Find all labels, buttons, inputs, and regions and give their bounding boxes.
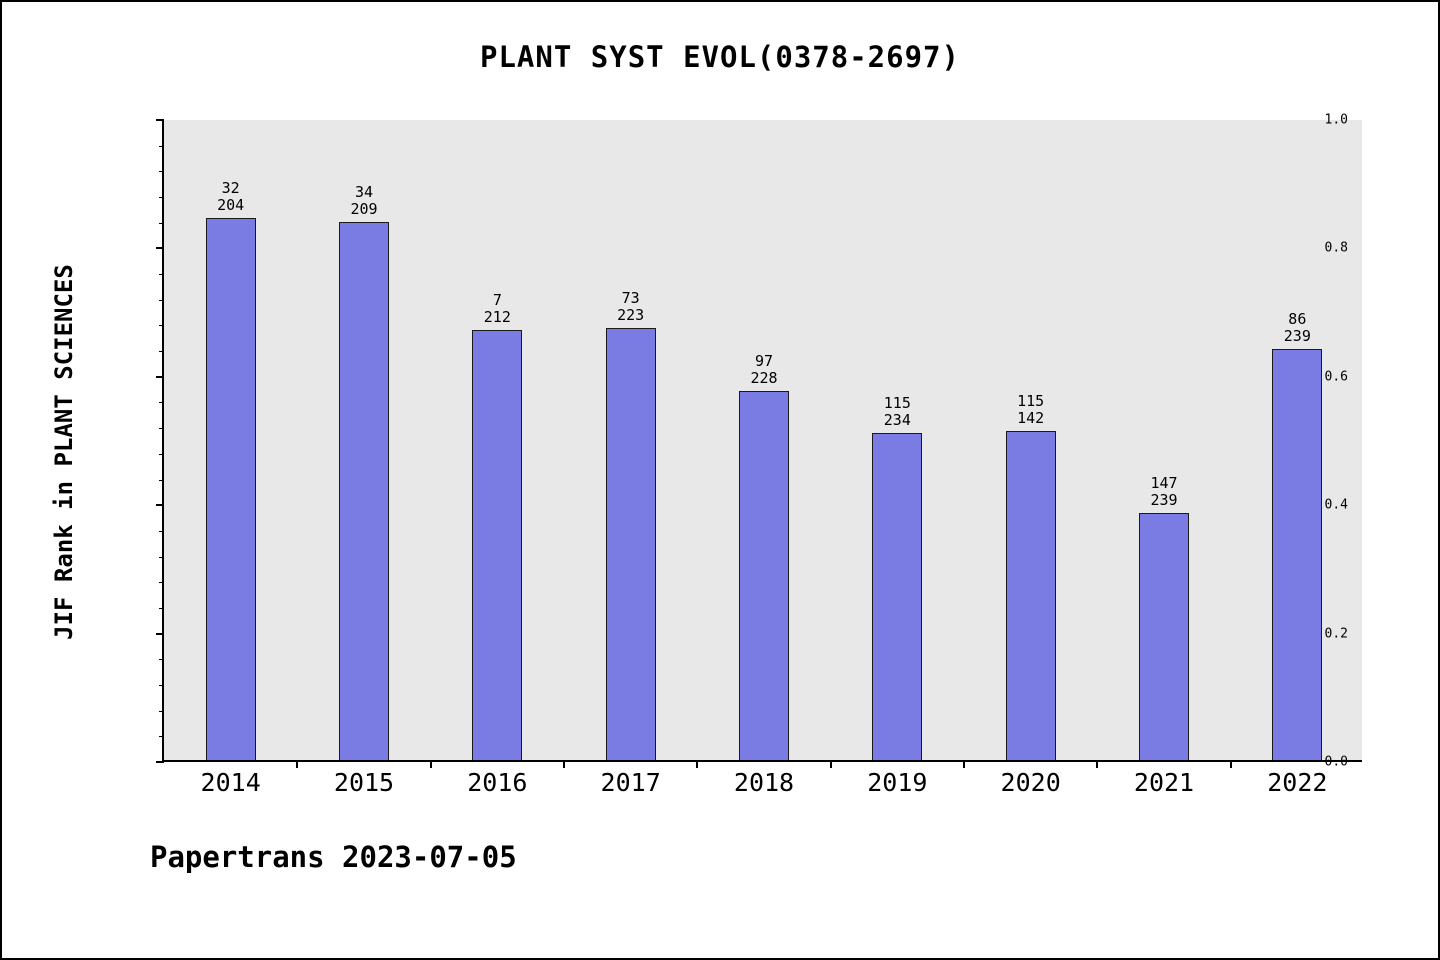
y-axis-tick-label: 1.0 [1324,112,1348,128]
y-axis-tick [156,375,164,378]
bar-total-value: 209 [350,200,378,219]
bar-rank-value: 97 [754,351,774,370]
y-axis-tick [156,119,164,121]
bar-2019 [872,433,923,760]
y-axis-minor-tick [159,530,164,532]
x-axis-tick [696,760,699,768]
bar-2014 [205,217,256,760]
bar-total-value: 142 [1017,409,1045,428]
y-axis-tick [156,761,164,763]
y-axis-minor-tick [159,428,164,430]
bar-2017 [605,327,656,760]
bar-2015 [339,222,389,760]
bar-rank-value: 32 [221,178,240,197]
y-axis-minor-tick [159,710,164,712]
bar-label-2022: 86 239 [1284,311,1311,345]
bar-label-2017: 73 223 [617,288,645,324]
x-axis-label-2020: 2020 [1000,768,1061,797]
y-axis-minor-tick [159,171,164,173]
x-axis-tick [563,760,565,768]
x-axis-tick [296,760,299,768]
y-axis-tick-label: 0.0 [1324,754,1348,770]
y-axis-tick-label: 0.4 [1324,497,1348,513]
y-axis-label: JIF Rank in PLANT SCIENCES [50,264,78,640]
y-axis-tick [156,504,164,507]
y-axis-minor-tick [159,582,164,584]
x-axis-label-2014: 2014 [200,768,261,797]
bar-rank-value: 115 [883,394,911,413]
y-axis-tick-label: 0.8 [1324,240,1348,256]
footer-watermark: Papertrans 2023-07-05 [150,840,517,874]
bar-label-2014: 32 204 [217,178,245,214]
y-axis-minor-tick [159,351,164,353]
y-axis-minor-tick [159,607,164,609]
y-axis-tick-label: 0.2 [1324,626,1348,642]
y-axis-tick [156,247,164,250]
bar-2022 [1272,349,1323,760]
bar-2018 [739,390,789,760]
y-axis-tick [156,632,164,635]
x-axis-label-2015: 2015 [333,768,395,797]
x-axis-tick [1096,760,1099,768]
x-axis-tick [963,760,965,768]
y-axis-minor-tick [159,299,164,301]
bar-2020 [1005,431,1056,760]
y-axis-minor-tick [159,556,164,558]
bar-rank-value: 147 [1150,473,1178,492]
y-axis-minor-tick [159,736,164,738]
x-axis-tick [429,760,432,768]
bar-total-value: 228 [750,368,778,387]
x-axis-label-2022: 2022 [1267,768,1328,797]
bar-rank-value: 34 [354,183,374,202]
y-axis-minor-tick [159,453,164,455]
bar-total-value: 212 [483,307,511,326]
bar-2016 [472,329,523,760]
x-axis-label-2019: 2019 [867,768,928,797]
y-axis-minor-tick [159,274,164,276]
y-axis-minor-tick [159,659,164,661]
y-axis-minor-tick [159,325,164,327]
x-axis-tick [829,760,832,768]
x-axis-label-2017: 2017 [600,768,661,797]
bar-total-value: 204 [217,195,245,214]
y-axis-minor-tick [159,197,164,199]
x-axis-tick [1229,760,1232,768]
bar-rank-value: 73 [621,288,640,307]
x-axis-label-2021: 2021 [1133,768,1195,797]
plot-area: 0.0 0.2 0.4 0.6 0.8 1.0 32 204 2014 34 209 2015 7 212… [156,113,1362,797]
bar-rank-value: 115 [1017,392,1045,411]
y-axis-minor-tick [159,145,164,147]
y-axis-minor-tick [159,402,164,404]
bar-label-2016: 7 212 [483,290,511,326]
y-axis-minor-tick [159,222,164,224]
x-axis-label-2016: 2016 [467,768,528,797]
bar-rank-value: 86 [1288,310,1307,329]
bar-total-value: 234 [883,411,911,430]
y-axis-minor-tick [159,479,164,481]
y-axis-minor-tick [159,684,164,686]
bar-2021 [1139,512,1189,760]
bar-label-2020: 115 142 [1017,393,1044,427]
bar-label-2018: 97 228 [750,351,778,387]
x-axis-label-2018: 2018 [733,768,795,797]
y-axis-tick-label: 0.6 [1324,369,1348,385]
bar-rank-value: 7 [492,290,502,309]
bar-label-2021: 147 239 [1150,473,1178,509]
bar-label-2019: 115 234 [884,395,911,429]
bar-total-value: 223 [617,305,645,324]
bar-total-value: 239 [1150,490,1178,509]
chart-title: PLANT SYST EVOL(0378-2697) [480,40,960,74]
bar-total-value: 239 [1283,327,1311,346]
bar-label-2015: 34 209 [350,184,377,218]
